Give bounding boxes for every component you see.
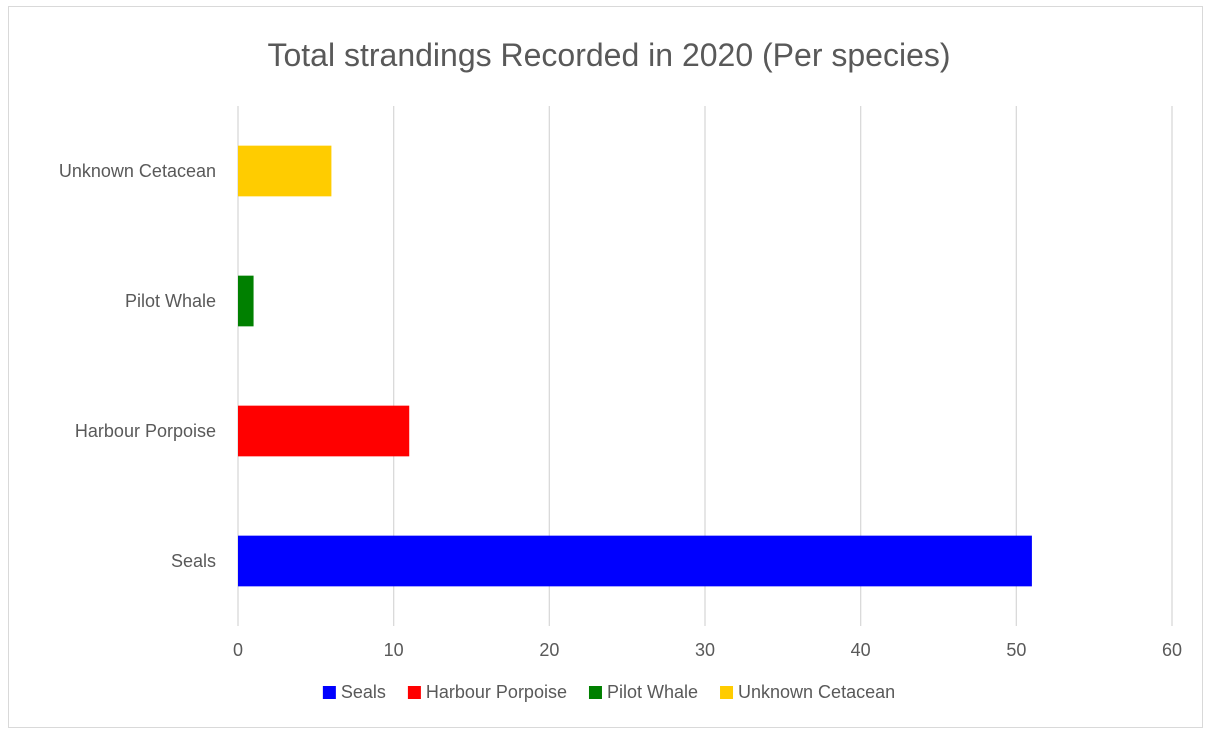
legend: Seals Harbour Porpoise Pilot Whale Unknown … [322, 682, 895, 702]
legend-swatch [407, 686, 421, 699]
x-tick-label: 30 [695, 640, 715, 660]
legend-swatch [322, 686, 336, 699]
x-tick-label: 10 [384, 640, 404, 660]
x-tick-label: 0 [233, 640, 243, 660]
legend-label: Pilot Whale [607, 682, 698, 702]
legend-label: Harbour Porpoise [426, 682, 567, 702]
category-labels: Seals Harbour Porpoise Pilot Whale Unknown … [59, 161, 216, 571]
legend-swatch [720, 686, 734, 699]
category-label: Pilot Whale [125, 291, 216, 311]
legend-swatch [588, 686, 602, 699]
x-axis-tick-labels: 0 10 20 30 40 50 60 [233, 640, 1182, 660]
legend-item-harbour-porpoise: Harbour Porpoise [407, 682, 567, 702]
chart-title: Total strandings Recorded in 2020 (Per s… [267, 37, 950, 73]
bars [238, 145, 1032, 587]
bar-harbour-porpoise [238, 405, 410, 457]
x-tick-label: 60 [1162, 640, 1182, 660]
legend-label: Unknown Cetacean [738, 682, 895, 702]
bar-unknown-cetacean [238, 145, 332, 197]
legend-item-unknown-cetacean: Unknown Cetacean [720, 682, 895, 702]
category-label: Seals [171, 551, 216, 571]
x-tick-label: 40 [851, 640, 871, 660]
bar-seals [238, 535, 1032, 587]
category-label: Harbour Porpoise [75, 421, 216, 441]
legend-label: Seals [341, 682, 386, 702]
bar-pilot-whale [238, 275, 254, 327]
x-tick-label: 50 [1006, 640, 1026, 660]
legend-item-pilot-whale: Pilot Whale [588, 682, 698, 702]
x-tick-label: 20 [539, 640, 559, 660]
category-label: Unknown Cetacean [59, 161, 216, 181]
chart-frame [8, 6, 1203, 728]
legend-item-seals: Seals [322, 682, 386, 702]
